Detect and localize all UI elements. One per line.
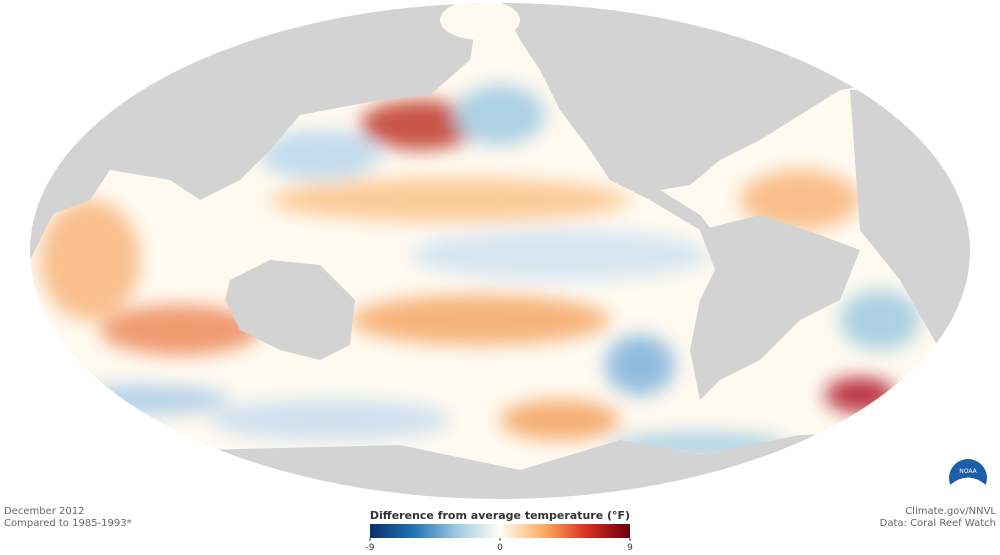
anomaly-shading	[40, 45, 920, 457]
noaa-logo: NOAA	[949, 459, 987, 498]
colorbar-tick-label: 0	[497, 543, 503, 553]
logo-text: NOAA	[959, 468, 977, 475]
colorbar	[370, 524, 630, 538]
baseline-label: Compared to 1985-1993*	[4, 518, 132, 529]
colorbar-tick-label: -9	[366, 543, 375, 553]
credit-label: Climate.gov/NNVL	[905, 506, 996, 517]
colorbar-tick-label: 9	[627, 543, 633, 553]
colorbar-title: Difference from average temperature (°F)	[370, 509, 630, 522]
source-label: Data: Coral Reef Watch	[880, 518, 996, 529]
date-label: December 2012	[4, 506, 84, 517]
